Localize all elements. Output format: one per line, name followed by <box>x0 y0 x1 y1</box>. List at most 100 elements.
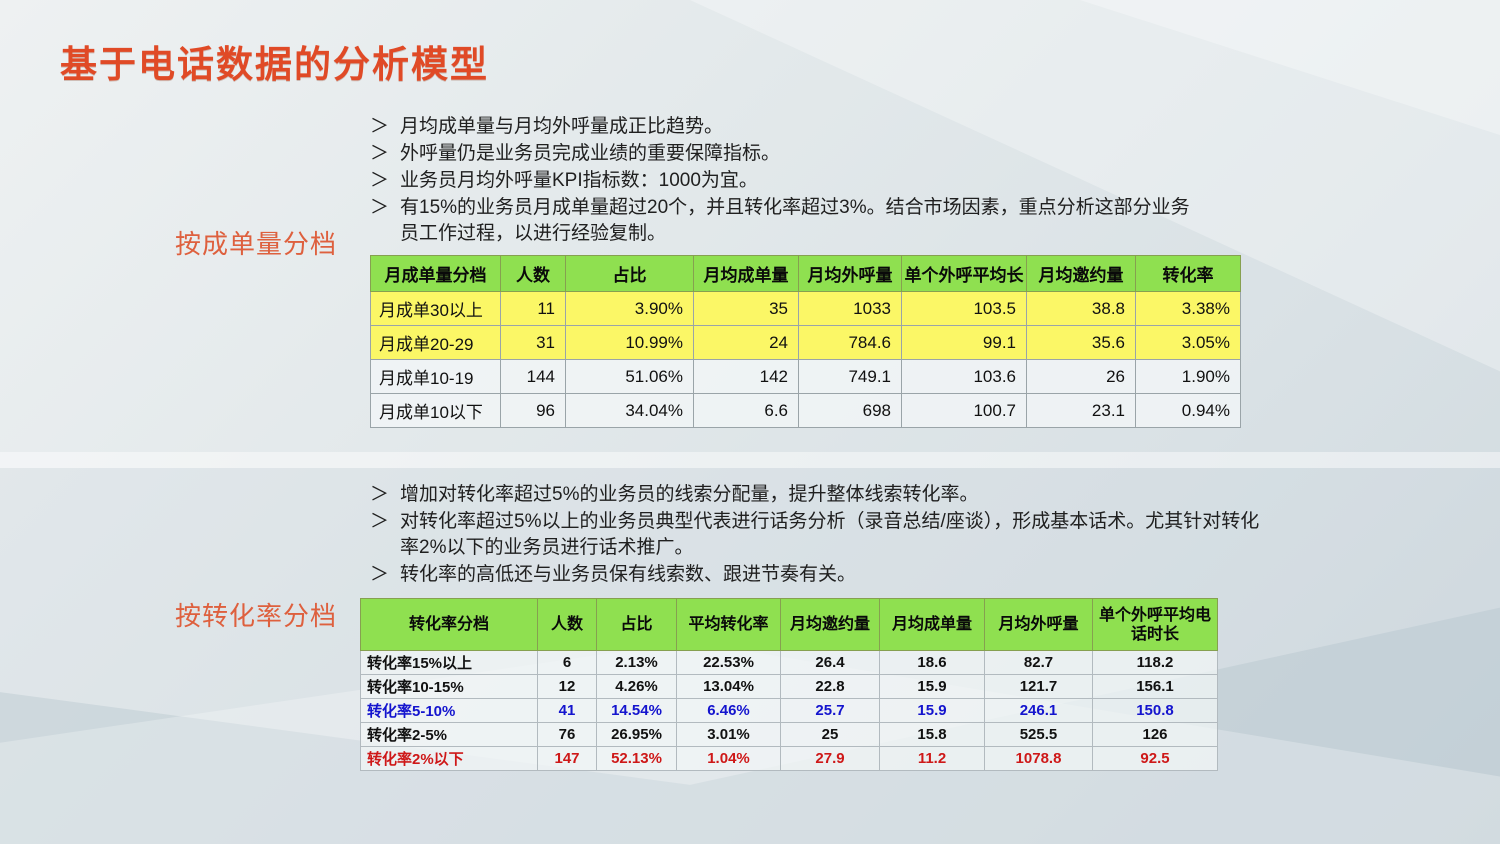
table-header-cell: 人数 <box>500 255 566 292</box>
bullet-text: 外呼量仍是业务员完成业绩的重要保障指标。 <box>400 143 781 164</box>
table-cell: 14.54% <box>596 698 677 723</box>
bullet-text: 业务员月均外呼量KPI指标数：1000为宜。 <box>400 170 758 191</box>
table-cell: 6 <box>537 650 597 675</box>
table-header-cell: 平均转化率 <box>676 598 781 651</box>
table-cell: 23.1 <box>1026 393 1136 428</box>
orders-table: 月成单量分档 人数 占比 月均成单量 月均外呼量 单个外呼平均长 月均邀约量 转化率 月成单30… <box>370 255 1241 428</box>
table-header-row: 月成单量分档 人数 占比 月均成单量 月均外呼量 单个外呼平均长 月均邀约量 转化率 <box>370 255 1241 292</box>
table-cell: 3.01% <box>676 722 781 747</box>
table-cell: 11.2 <box>879 746 985 771</box>
table-cell: 246.1 <box>984 698 1093 723</box>
bullet-text: 对转化率超过5%以上的业务员典型代表进行话务分析（录音总结/座谈），形成基本话术… <box>400 511 1260 558</box>
table-cell: 4.26% <box>596 674 677 699</box>
background-divider-band <box>0 452 1500 468</box>
table-row: 月成单10以下 96 34.04% 6.6 698 100.7 23.1 0.94% <box>370 393 1241 428</box>
table-cell: 12 <box>537 674 597 699</box>
bullet-marker: ＞ <box>370 170 390 191</box>
bullet-item: ＞ 对转化率超过5%以上的业务员典型代表进行话务分析（录音总结/座谈），形成基本话… <box>370 509 1275 561</box>
table-cell: 25.7 <box>780 698 880 723</box>
table-header-cell: 月均成单量 <box>879 598 985 651</box>
conversion-bullet-list: ＞ 增加对转化率超过5%的业务员的线索分配量，提升整体线索转化率。 ＞ 对转化率超过5… <box>370 482 1275 589</box>
table-cell: 15.8 <box>879 722 985 747</box>
table-cell: 13.04% <box>676 674 781 699</box>
section-label-orders: 按成单量分档 <box>175 229 338 259</box>
table-cell: 142 <box>693 359 799 394</box>
table-header-cell: 月均邀约量 <box>780 598 880 651</box>
table-cell: 转化率5-10% <box>360 698 538 723</box>
table-row: 月成单30以上 11 3.90% 35 1033 103.5 38.8 3.38% <box>370 291 1241 326</box>
section-label-conversion: 按转化率分档 <box>175 601 338 631</box>
table-header-cell: 月均邀约量 <box>1026 255 1136 292</box>
table-header-cell: 转化率 <box>1135 255 1241 292</box>
bullet-marker: ＞ <box>370 143 390 164</box>
table-cell: 月成单30以上 <box>370 291 501 326</box>
table-cell: 31 <box>500 325 566 360</box>
table-cell: 18.6 <box>879 650 985 675</box>
table-header-cell: 月均成单量 <box>693 255 799 292</box>
table-cell: 103.6 <box>901 359 1027 394</box>
table-cell: 51.06% <box>565 359 694 394</box>
bullet-item: ＞ 转化率的高低还与业务员保有线索数、跟进节奏有关。 <box>370 562 1275 588</box>
table-header-cell: 转化率分档 <box>360 598 538 651</box>
table-cell: 35.6 <box>1026 325 1136 360</box>
bullet-item: ＞ 外呼量仍是业务员完成业绩的重要保障指标。 <box>370 141 1200 167</box>
bullet-item: ＞ 月均成单量与月均外呼量成正比趋势。 <box>370 114 1200 140</box>
table-cell: 144 <box>500 359 566 394</box>
bullet-marker: ＞ <box>370 564 390 585</box>
bullet-marker: ＞ <box>370 116 390 137</box>
table-cell: 转化率2-5% <box>360 722 538 747</box>
conversion-table: 转化率分档 人数 占比 平均转化率 月均邀约量 月均成单量 月均外呼量 单个外呼平均电话时长转… <box>360 598 1218 771</box>
table-cell: 月成单10-19 <box>370 359 501 394</box>
table-cell: 156.1 <box>1092 674 1218 699</box>
bullet-marker: ＞ <box>370 511 390 532</box>
table-cell: 6.46% <box>676 698 781 723</box>
table-cell: 转化率15%以上 <box>360 650 538 675</box>
table-cell: 82.7 <box>984 650 1093 675</box>
page-title: 基于电话数据的分析模型 <box>60 44 489 85</box>
table-cell: 3.05% <box>1135 325 1241 360</box>
table-cell: 103.5 <box>901 291 1027 326</box>
table-cell: 1033 <box>798 291 902 326</box>
table-cell: 2.13% <box>596 650 677 675</box>
table-cell: 24 <box>693 325 799 360</box>
table-row: 月成单20-29 31 10.99% 24 784.6 99.1 35.6 3.05% <box>370 325 1241 360</box>
table-cell: 52.13% <box>596 746 677 771</box>
table-header-cell: 月成单量分档 <box>370 255 501 292</box>
bullet-text: 增加对转化率超过5%的业务员的线索分配量，提升整体线索转化率。 <box>400 484 979 505</box>
bullet-item: ＞ 有15%的业务员月成单量超过20个，并且转化率超过3%。结合市场因素，重点分析… <box>370 195 1200 247</box>
table-header-cell: 月均外呼量 <box>798 255 902 292</box>
table-cell: 1.04% <box>676 746 781 771</box>
table-cell: 10.99% <box>565 325 694 360</box>
table-cell: 15.9 <box>879 698 985 723</box>
table-cell: 6.6 <box>693 393 799 428</box>
table-row: 月成单10-19 144 51.06% 142 749.1 103.6 26 1.90% <box>370 359 1241 394</box>
table-cell: 35 <box>693 291 799 326</box>
table-cell: 99.1 <box>901 325 1027 360</box>
table-cell: 1.90% <box>1135 359 1241 394</box>
table-cell: 26 <box>1026 359 1136 394</box>
table-cell: 1078.8 <box>984 746 1093 771</box>
table-cell: 月成单10以下 <box>370 393 501 428</box>
bullet-text: 月均成单量与月均外呼量成正比趋势。 <box>400 116 724 137</box>
table-row: 转化率2-5% 76 26.95% 3.01% 25 15.8 525.5 126 <box>360 722 1218 747</box>
table-header-cell: 单个外呼平均长 <box>901 255 1027 292</box>
table-cell: 3.90% <box>565 291 694 326</box>
bullet-item: ＞ 业务员月均外呼量KPI指标数：1000为宜。 <box>370 168 1200 194</box>
table-cell: 22.53% <box>676 650 781 675</box>
bullet-marker: ＞ <box>370 197 390 218</box>
table-cell: 126 <box>1092 722 1218 747</box>
table-cell: 96 <box>500 393 566 428</box>
table-cell: 转化率10-15% <box>360 674 538 699</box>
table-header-cell: 人数 <box>537 598 597 651</box>
table-cell: 118.2 <box>1092 650 1218 675</box>
table-cell: 月成单20-29 <box>370 325 501 360</box>
table-cell: 22.8 <box>780 674 880 699</box>
bullet-marker: ＞ <box>370 484 390 505</box>
table-cell: 749.1 <box>798 359 902 394</box>
table-cell: 100.7 <box>901 393 1027 428</box>
table-row: 转化率5-10% 41 14.54% 6.46% 25.7 15.9 246.1 150.8 <box>360 698 1218 723</box>
table-cell: 41 <box>537 698 597 723</box>
table-cell: 92.5 <box>1092 746 1218 771</box>
table-cell: 25 <box>780 722 880 747</box>
table-header-cell: 占比 <box>565 255 694 292</box>
